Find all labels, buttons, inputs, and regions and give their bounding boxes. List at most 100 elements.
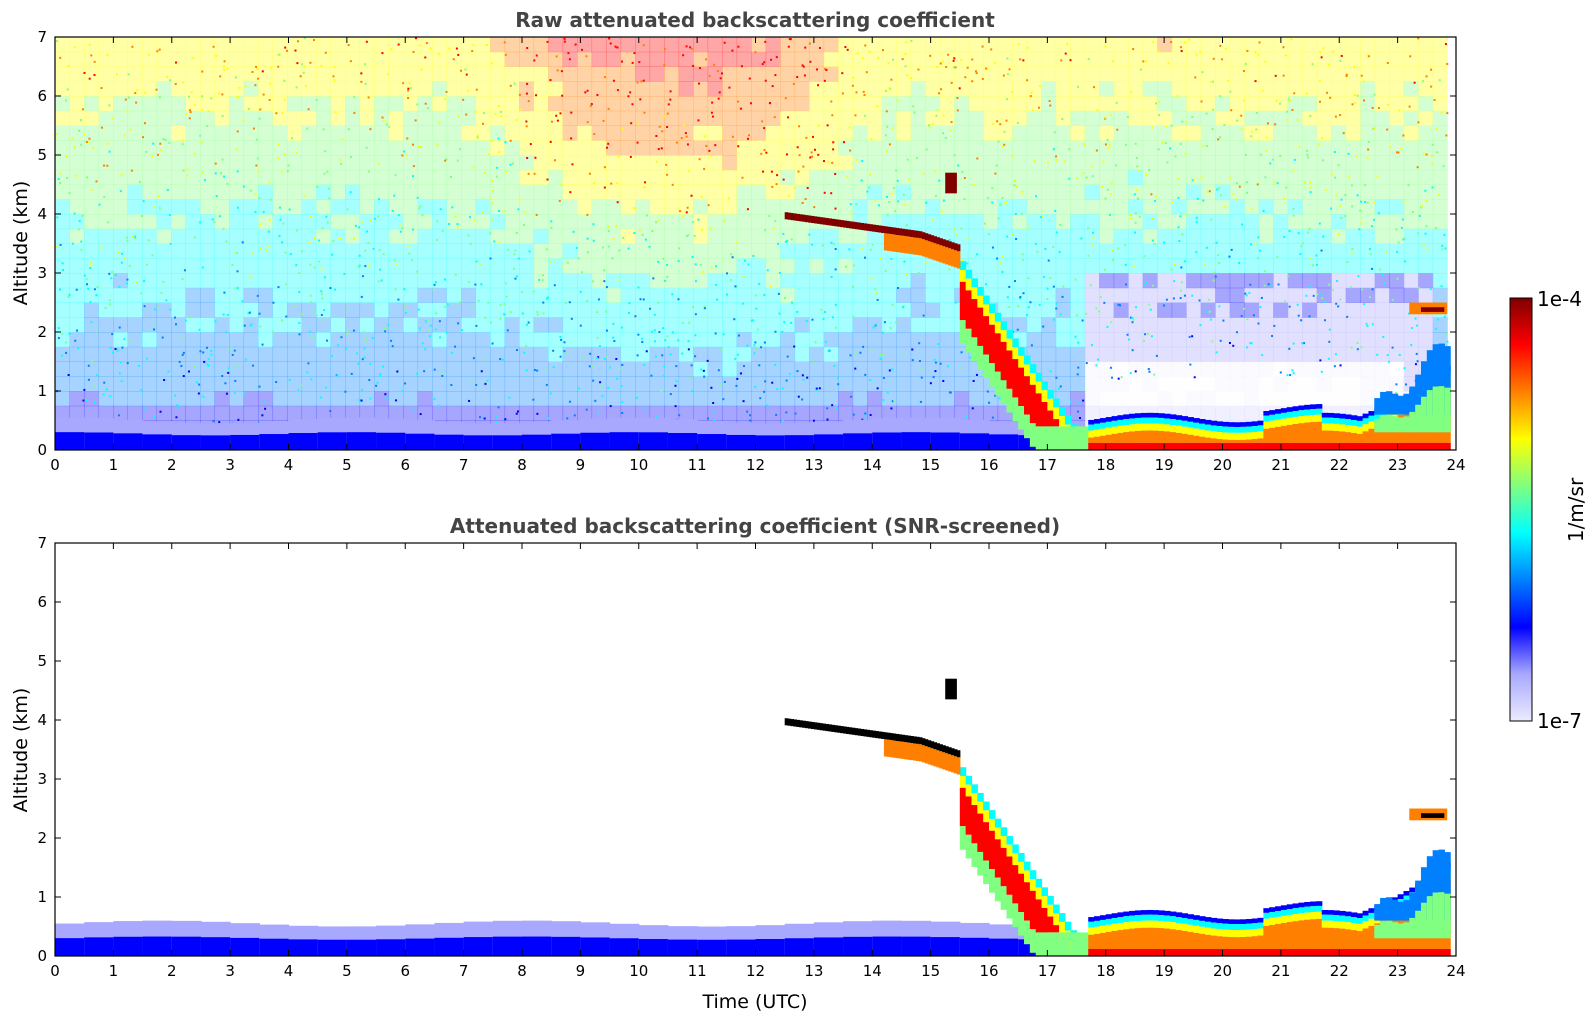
noise-cell <box>664 302 680 318</box>
noise-cell <box>258 81 274 97</box>
noise-dot <box>1411 210 1414 213</box>
noise-cell <box>1273 317 1289 333</box>
noise-cell <box>345 346 361 362</box>
noise-dot <box>629 91 632 94</box>
noise-dot <box>1385 250 1388 253</box>
noise-dot <box>507 248 510 251</box>
noise-cell <box>1128 155 1144 171</box>
noise-cell <box>1389 258 1405 274</box>
noise-cell <box>1041 287 1057 303</box>
noise-dot <box>1109 193 1112 196</box>
noise-dot <box>83 71 86 74</box>
noise-cell <box>156 317 172 333</box>
noise-cell <box>838 228 854 244</box>
noise-dot <box>797 170 800 173</box>
noise-dot <box>764 40 767 43</box>
noise-dot <box>1251 130 1254 133</box>
noise-dot <box>176 404 179 407</box>
noise-dot <box>325 386 328 389</box>
noise-dot <box>1011 90 1014 93</box>
noise-dot <box>741 302 744 305</box>
noise-cell <box>1418 317 1434 333</box>
noise-dot <box>552 349 555 352</box>
noise-cell <box>751 155 767 171</box>
noise-dot <box>471 50 474 53</box>
noise-dot <box>432 288 435 291</box>
noise-cell <box>1186 243 1202 259</box>
noise-cell <box>533 391 549 407</box>
noise-dot <box>687 321 690 324</box>
noise-cell <box>780 81 796 97</box>
noise-cell <box>1215 346 1231 362</box>
noise-cell <box>1302 96 1318 112</box>
noise-dot <box>323 172 326 175</box>
noise-cell <box>1389 317 1405 333</box>
noise-dot <box>690 194 693 197</box>
noise-cell <box>1215 155 1231 171</box>
noise-dot <box>525 344 528 347</box>
noise-cell <box>374 228 390 244</box>
noise-cell <box>475 258 491 274</box>
noise-cell <box>1099 376 1115 392</box>
noise-cell <box>359 214 375 230</box>
noise-cell <box>127 155 143 171</box>
noise-cell <box>490 199 506 215</box>
noise-cell <box>910 155 926 171</box>
noise-cell <box>1345 273 1361 289</box>
noise-cell <box>1432 287 1448 303</box>
noise-dot <box>56 245 59 248</box>
noise-cell <box>649 51 665 67</box>
noise-cell <box>997 184 1013 200</box>
noise-cell <box>461 391 477 407</box>
noise-cell <box>1055 51 1071 67</box>
noise-cell <box>707 405 723 421</box>
noise-cell <box>214 199 230 215</box>
noise-dot <box>1377 212 1380 215</box>
noise-cell <box>1389 66 1405 82</box>
noise-dot <box>1292 372 1295 375</box>
noise-cell <box>983 405 999 421</box>
noise-cell <box>374 140 390 156</box>
noise-dot <box>644 408 647 411</box>
noise-cell <box>1258 273 1274 289</box>
noise-dot <box>95 330 98 333</box>
noise-cell <box>1084 376 1100 392</box>
noise-dot <box>542 301 545 304</box>
noise-cell <box>954 184 970 200</box>
noise-dot <box>297 40 300 43</box>
noise-dot <box>255 138 258 141</box>
noise-cell <box>316 287 332 303</box>
noise-cell <box>1331 376 1347 392</box>
noise-dot <box>1261 89 1264 92</box>
noise-cell <box>1200 66 1216 82</box>
noise-dot <box>175 323 178 326</box>
noise-dot <box>774 219 777 222</box>
noise-dot <box>62 269 65 272</box>
noise-cell <box>142 37 158 53</box>
noise-dot <box>456 223 459 226</box>
noise-cell <box>765 155 781 171</box>
noise-dot <box>735 285 738 288</box>
noise-dot <box>339 158 342 161</box>
noise-dot <box>796 146 799 149</box>
noise-dot <box>1409 55 1412 58</box>
noise-dot <box>534 156 537 159</box>
noise-dot <box>545 248 548 251</box>
noise-dot <box>100 246 103 249</box>
noise-dot <box>653 329 656 332</box>
noise-cell <box>751 184 767 200</box>
noise-dot <box>755 294 758 297</box>
noise-dot <box>765 151 768 154</box>
noise-dot <box>817 153 820 156</box>
noise-dot <box>965 415 968 418</box>
noise-dot <box>891 192 894 195</box>
noise-cell <box>185 37 201 53</box>
noise-dot <box>926 261 929 264</box>
noise-dot <box>433 398 436 401</box>
noise-cell <box>664 199 680 215</box>
noise-cell <box>214 125 230 141</box>
noise-dot <box>1351 103 1354 106</box>
noise-dot <box>1371 267 1374 270</box>
noise-cell <box>84 199 100 215</box>
noise-dot <box>483 171 486 174</box>
